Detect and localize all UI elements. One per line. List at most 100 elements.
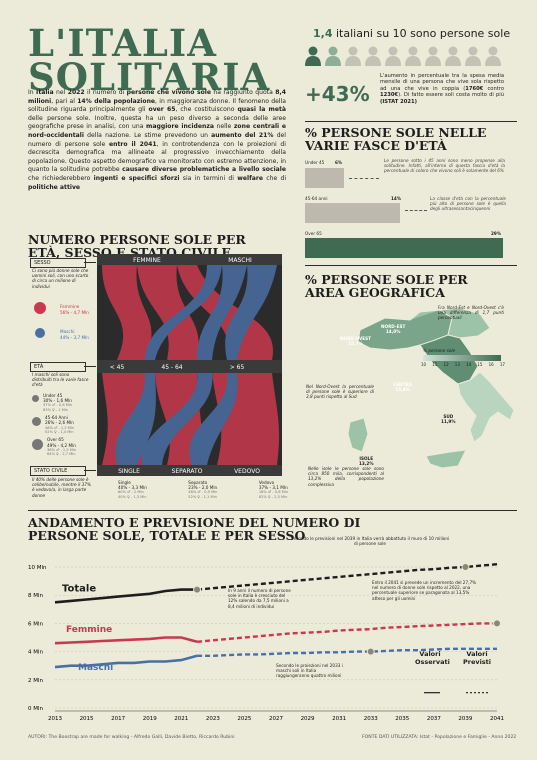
geo-note-ne: Fra Nord-Est e Nord-Ovest c'è una differ…: [438, 305, 504, 321]
sankey-bottom-label: VEDOVO: [234, 468, 260, 475]
age-bar-1: [305, 203, 400, 223]
y-tick-label: 10 Mln: [28, 565, 47, 571]
main-title: L'ITALIA SOLITARIA: [28, 25, 271, 99]
series-femmine-observed: [54, 636, 198, 645]
age-bar-label-0: Under 45: [305, 160, 325, 165]
age-bar-value-2: 29%: [491, 231, 502, 236]
age-bar-label-1: 45-64 anni: [305, 196, 328, 201]
legend-tick: 11: [432, 362, 438, 367]
legend-tick: 10: [421, 362, 427, 367]
person-icon: [405, 46, 421, 66]
x-tick-label: 2027: [269, 716, 283, 722]
y-tick-label: 4 Mln: [28, 650, 44, 656]
legend-tick: 14: [466, 362, 472, 367]
title-line-2: SOLITARIA: [28, 55, 271, 99]
civil-item: Separato 23% - 2,0 Mln 48% ♂ - 0,9 Mln 52% …: [188, 480, 218, 499]
tag-line: [84, 470, 96, 471]
age-item: Over 65 49% - 4,2 Mln 36% ♂ - 1,5 Mln 64% ♀…: [32, 437, 94, 456]
flow-f-mid: [137, 265, 199, 360]
region-sardegna-shape: [347, 417, 369, 453]
age-bar-2: [305, 238, 503, 258]
legend-male: Maschi: [78, 663, 113, 673]
y-tick-label: 6 Mln: [28, 621, 44, 627]
age-bar-value-0: 6%: [335, 160, 343, 165]
flow-young-single-m: [115, 373, 156, 465]
male-dot: [35, 328, 45, 338]
age-bar-0: [305, 168, 344, 188]
trend-note-2022: In 9 anni il numero di persone sole in I…: [228, 588, 291, 609]
person-icon: [485, 46, 501, 66]
flow-m-mid: [197, 265, 247, 360]
x-tick-label: 2013: [48, 716, 62, 722]
geo-legend-title: % persone sole: [423, 348, 456, 353]
sex-tag: SESSO: [30, 258, 86, 268]
tag-line: [84, 366, 96, 367]
divider: [28, 510, 517, 511]
age-note-2: La classe d'età con la percentuale più a…: [430, 196, 506, 212]
flow-m-young: [145, 265, 222, 360]
female-dot: [34, 302, 46, 314]
civil-items: Single 40% - 3,3 Mln 60% ♂ - 2 Mln 40% ♀ - …: [118, 480, 288, 499]
sankey-mid-label: 45 - 64: [161, 364, 182, 371]
age-tag: ETÀ: [30, 362, 86, 372]
divider: [305, 265, 517, 266]
female-detail: 56% - 4,7 Mln: [60, 310, 89, 315]
geo-note-isole: Nelle isole le persone sole sono circa 8…: [308, 466, 384, 487]
trend-note-2033: Secondo le proiezioni nel 2033 i maschi …: [276, 663, 343, 679]
age-section-title: % PERSONE SOLE NELLE VARIE FASCE D'ETÀ: [305, 125, 487, 153]
flow-m-old: [225, 265, 277, 360]
ratio-text: italiani su 10 sono persone sole: [332, 27, 511, 40]
person-icon: [445, 46, 461, 66]
person-icon: [325, 46, 341, 66]
legend-tick: 12: [443, 362, 449, 367]
age-dot: [32, 439, 43, 451]
x-tick-label: 2025: [237, 716, 251, 722]
age-dot: [32, 395, 39, 402]
sankey-mid-label: > 65: [230, 364, 245, 371]
trend-note-2039: Secondo le previsioni nel 2039 in Italia…: [290, 536, 450, 547]
civil-item: Vedovo 37% - 3,1 Mln 18% ♂ - 0,6 Mln 82% ♀ …: [258, 480, 288, 499]
age-item: Under 45 30% - 1,6 Mln 37% ♂ - 0,6 Mln 63% …: [32, 393, 94, 412]
intro-paragraph: In Italia nel 2022 il numero di persone …: [28, 89, 287, 191]
person-icon: [425, 46, 441, 66]
increase-text: L'aumento in percentuale tra la spesa me…: [380, 73, 504, 105]
male-detail: 44% - 3,7 Mln: [60, 335, 89, 340]
ratio-value: 1,4: [313, 27, 333, 40]
tag-line: [84, 262, 96, 263]
series-maschi-observed: [54, 654, 198, 669]
highlight-point: [461, 563, 470, 572]
age-dot: [32, 417, 41, 427]
age-item-text: 45-64 Anni 26% - 2,6 Mln 48% ♂ - 1,2 Mln 52…: [45, 415, 75, 435]
series-maschi-forecast: [197, 647, 497, 658]
y-tick-label: 8 Mln: [28, 593, 44, 599]
region-sud-shape: [457, 371, 515, 443]
age-note: I maschi soli sono distribuiti tra le va…: [32, 372, 89, 388]
people-icons: [305, 46, 501, 66]
region-isole: ISOLE 13,2%: [359, 456, 374, 467]
age-note-1: Le persone sotto i 45 anni sono meno pro…: [384, 158, 505, 174]
footer-authors: AUTORI: The Boostrap are made for walkin…: [28, 735, 235, 740]
age-bar-label-2: Over 65: [305, 231, 322, 236]
increase-value: +43%: [305, 82, 370, 106]
age-items: Under 45 30% - 1,6 Mln 37% ♂ - 0,6 Mln 63% …: [32, 393, 94, 460]
x-tick-label: 2017: [111, 716, 125, 722]
region-nord-est-shape: [409, 307, 491, 339]
age-item-text: Over 65 49% - 4,2 Mln 36% ♂ - 1,5 Mln 64% ♀…: [47, 437, 77, 457]
flow-old-widow-m: [189, 373, 238, 465]
flow-mid-sep-m: [141, 373, 213, 465]
sankey-top-band: [97, 254, 282, 265]
series-femmine-forecast: [196, 622, 497, 643]
legend-tick: 16: [488, 362, 494, 367]
sankey-mid-band: [97, 360, 282, 373]
flow-f-young: [102, 265, 152, 360]
x-tick-label: 2037: [427, 716, 441, 722]
civil-tag: STATO CIVILE: [30, 466, 86, 476]
highlight-point: [493, 619, 501, 628]
x-tick-label: 2015: [80, 716, 94, 722]
geo-legend-ticks: 10 11 12 13 14 15 16 17: [421, 362, 505, 367]
trend-chart: 0 Mln 2 Mln 4 Mln 6 Mln 8 Mln 10 Mln 2013 2015 2…: [28, 563, 504, 722]
sankey-top-label: MASCHI: [228, 257, 252, 264]
x-tick-label: 2031: [332, 716, 346, 722]
person-icon: [365, 46, 381, 66]
x-tick-label: 2029: [301, 716, 315, 722]
